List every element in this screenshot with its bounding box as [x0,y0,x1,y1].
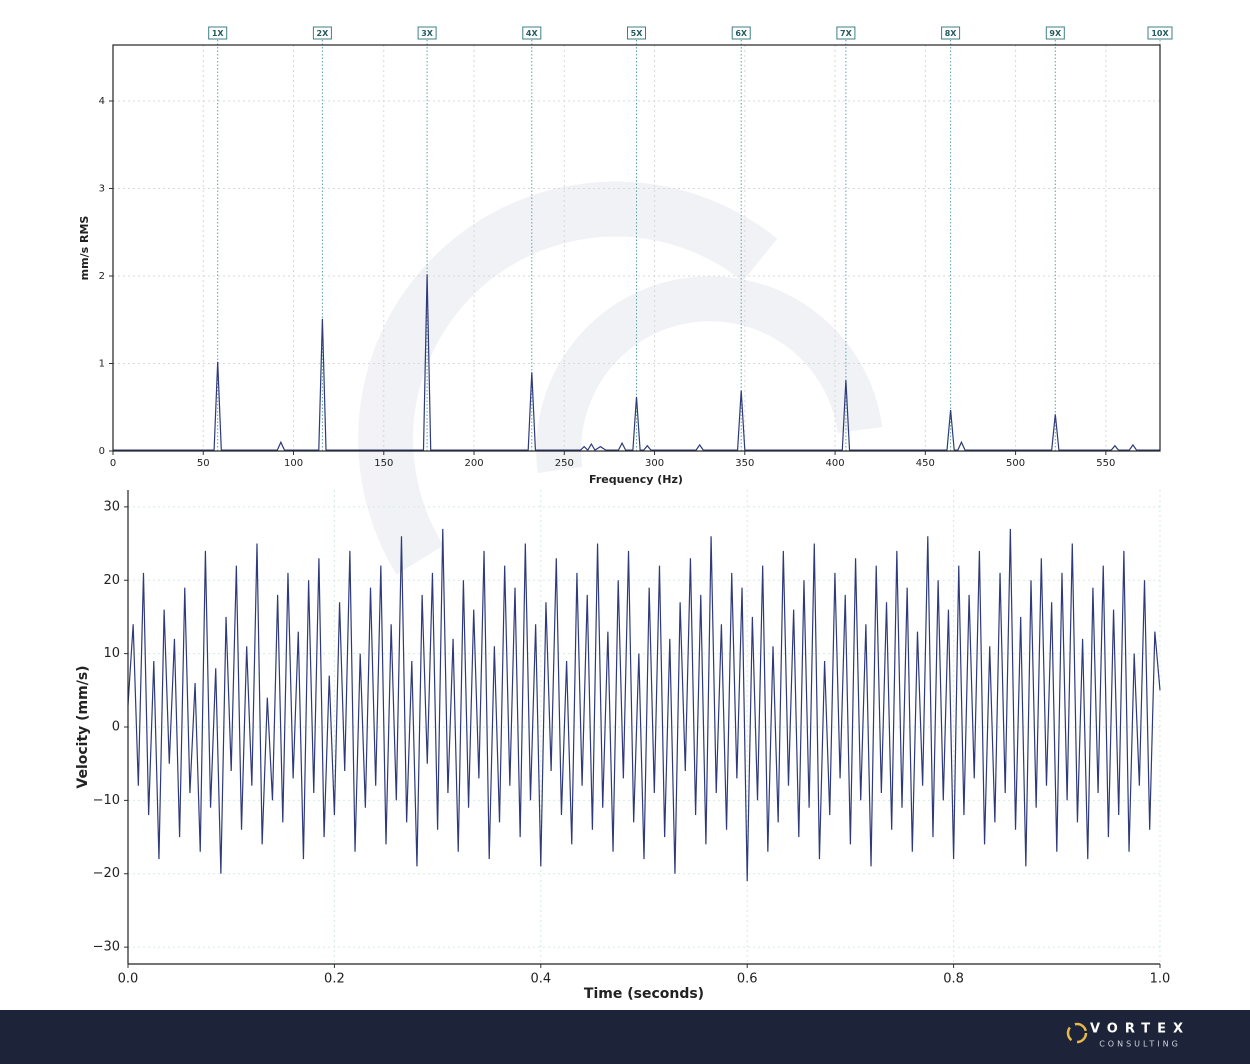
harmonic-label: 8X [945,29,958,38]
x-tick-label: 100 [284,458,303,469]
y-tick-label: 2 [99,271,105,282]
y-tick-label: 10 [103,646,120,661]
x-tick-label: 0 [110,458,116,469]
x-axis-label: Frequency (Hz) [589,473,683,486]
data-line [113,274,1160,452]
harmonic-badge [731,26,751,40]
harmonic-label: 3X [421,29,434,38]
y-tick-label: −30 [93,940,120,955]
logo-icon [1066,1022,1088,1044]
brand: VORTEX [1090,1022,1190,1037]
x-tick-label: 550 [1096,458,1115,469]
x-tick-label: 250 [555,458,574,469]
y-tick-label: 3 [99,184,105,195]
x-tick-label: 50 [197,458,210,469]
tagline: CONSULTING [1099,1040,1181,1049]
harmonic-badge [1045,26,1065,40]
harmonic-label: 7X [840,29,853,38]
y-axis-label: Velocity (mm/s) [75,665,91,788]
harmonic-label: 6X [735,29,748,38]
harmonic-label: 4X [526,29,539,38]
x-tick-label: 400 [826,458,845,469]
harmonic-badge [312,26,332,40]
harmonic-label: 9X [1049,29,1062,38]
y-tick-label: 0 [99,446,105,457]
x-tick-label: 450 [916,458,935,469]
x-tick-label: 200 [464,458,483,469]
harmonic-label: 5X [631,29,644,38]
y-tick-label: 4 [99,96,105,107]
y-tick-label: 1 [99,359,105,370]
harmonic-badge [417,26,437,40]
x-axis-label: Time (seconds) [584,986,704,1002]
harmonic-badge [941,26,961,40]
footer-bar [0,1010,1250,1064]
x-tick-label: 500 [1006,458,1025,469]
x-tick-label: 0.2 [324,972,345,987]
harmonic-label: 2X [317,29,330,38]
data-line [127,528,1161,882]
harmonic-badge [836,26,856,40]
y-tick-label: 30 [103,499,120,514]
footer-logo: VORTEX CONSULTING [1066,1022,1190,1049]
x-tick-label: 0.0 [118,972,139,987]
y-tick-label: −20 [93,866,120,881]
x-tick-label: 350 [735,458,754,469]
harmonic-label: 1X [212,29,225,38]
harmonic-badge [1147,26,1173,40]
x-tick-label: 0.8 [943,972,964,987]
x-tick-label: 0.4 [530,972,551,987]
y-tick-label: 0 [112,720,120,735]
y-tick-label: −10 [93,793,120,808]
harmonic-badge [208,26,228,40]
x-tick-label: 0.6 [737,972,758,987]
y-tick-label: 20 [103,573,120,588]
harmonic-badge [627,26,646,40]
harmonic-label: 10X [1151,29,1169,38]
x-tick-label: 300 [645,458,664,469]
harmonic-badge [522,26,542,40]
y-axis-label: mm/s RMS [78,216,91,281]
plot-frame [112,44,1161,452]
x-tick-label: 1.0 [1150,972,1171,987]
x-tick-label: 150 [374,458,393,469]
